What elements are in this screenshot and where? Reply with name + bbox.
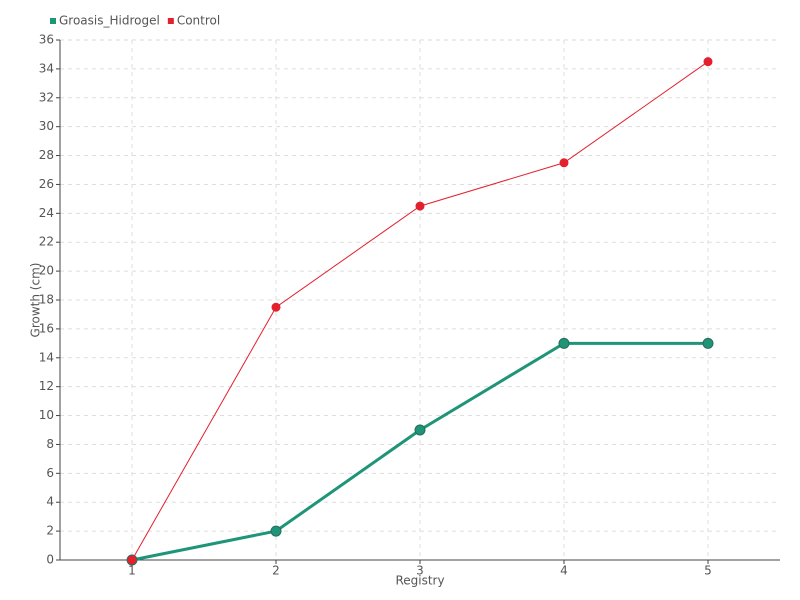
x-tick-label: 3 xyxy=(416,564,424,578)
legend-label: Control xyxy=(177,14,220,28)
y-tick-label: 6 xyxy=(46,466,54,480)
data-point xyxy=(270,525,282,537)
y-tick-label: 16 xyxy=(39,321,54,335)
x-tick-label: 4 xyxy=(560,564,568,578)
y-tick-label: 12 xyxy=(39,379,54,393)
data-point xyxy=(703,57,713,67)
legend-swatch xyxy=(50,18,56,24)
y-axis-label: Growth (cm) xyxy=(29,263,43,338)
y-tick-label: 18 xyxy=(39,293,54,307)
y-tick-label: 30 xyxy=(39,119,54,133)
y-tick-label: 2 xyxy=(46,524,54,538)
y-tick-label: 24 xyxy=(39,206,54,220)
x-axis-label: Registry xyxy=(395,574,444,588)
legend-swatch xyxy=(167,18,174,24)
y-tick-label: 10 xyxy=(39,408,54,422)
data-point xyxy=(271,302,281,312)
y-tick-label: 0 xyxy=(46,553,54,567)
y-tick-label: 20 xyxy=(39,264,54,278)
y-tick-label: 28 xyxy=(39,148,54,162)
data-point xyxy=(702,337,714,349)
y-tick-label: 32 xyxy=(39,90,54,104)
y-tick-label: 22 xyxy=(39,235,54,249)
y-tick-label: 36 xyxy=(39,33,54,47)
data-point xyxy=(127,555,137,565)
y-tick-label: 14 xyxy=(39,350,54,364)
data-point xyxy=(415,201,425,211)
data-point xyxy=(558,337,570,349)
y-tick-label: 26 xyxy=(39,177,54,191)
y-tick-label: 4 xyxy=(46,495,54,509)
y-tick-label: 34 xyxy=(39,61,54,75)
data-point xyxy=(559,158,569,168)
x-tick-label: 2 xyxy=(272,564,280,578)
y-tick-label: 8 xyxy=(46,437,54,451)
x-tick-label: 1 xyxy=(128,564,136,578)
legend-label: Groasis_Hidrogel xyxy=(59,14,160,28)
data-point xyxy=(414,424,426,436)
x-tick-label: 5 xyxy=(704,564,712,578)
